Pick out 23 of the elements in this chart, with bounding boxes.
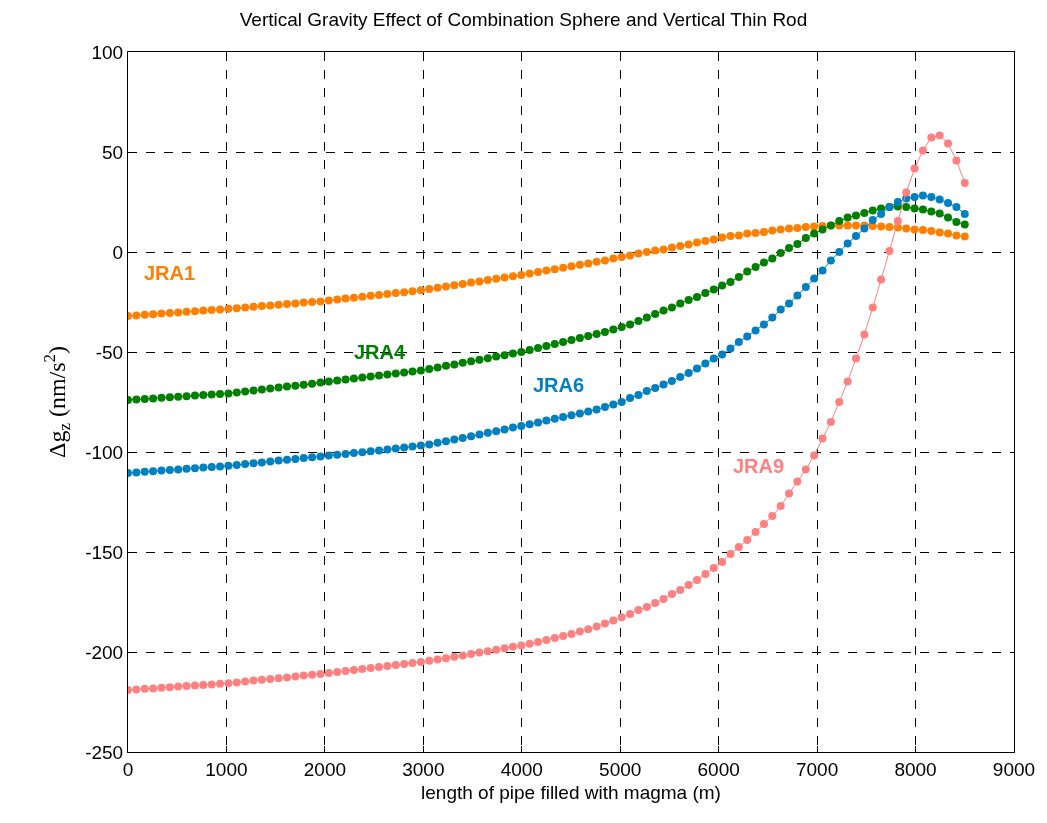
x-tick-label: 8000	[894, 758, 937, 780]
series-label: JRA6	[533, 374, 585, 396]
x-axis-title: length of pipe filled with magma (m)	[421, 781, 721, 803]
x-tick-label: 6000	[697, 758, 740, 780]
x-tick-label: 4000	[500, 758, 543, 780]
x-tick-label: 9000	[992, 758, 1036, 780]
x-tick-label: 3000	[402, 758, 445, 780]
y-tick-label: -200	[85, 641, 124, 663]
series-label: JRA1	[144, 262, 196, 284]
y-tick-label: -100	[85, 441, 124, 463]
y-tick-label: -150	[85, 541, 124, 563]
x-tick-label: 7000	[795, 758, 839, 780]
y-tick-label: 0	[112, 241, 124, 263]
series-label: JRA4	[354, 341, 407, 363]
series-label: JRA9	[733, 455, 785, 477]
y-tick-label: -50	[95, 341, 124, 363]
x-tick-label: 2000	[303, 758, 347, 780]
y-tick-label: -250	[85, 741, 124, 763]
x-tick-label: 1000	[205, 758, 248, 780]
y-tick-label: 50	[102, 141, 124, 163]
x-tick-label: 5000	[599, 758, 642, 780]
chart-title: Vertical Gravity Effect of Combination Sphere and Vertical Thin Rod	[239, 8, 808, 30]
y-tick-label: 100	[91, 41, 124, 63]
